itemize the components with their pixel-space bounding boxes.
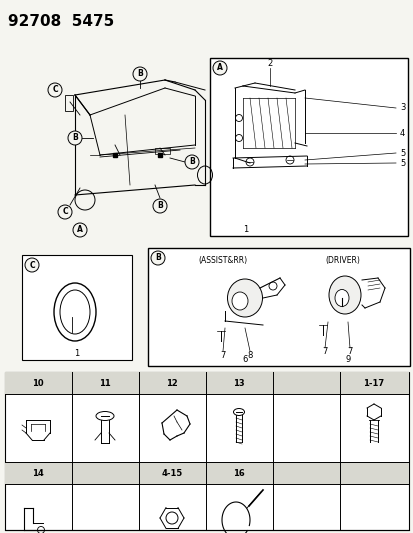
Bar bbox=[206, 372, 272, 394]
Text: 11: 11 bbox=[99, 378, 111, 387]
Bar bbox=[65, 95, 73, 111]
Text: A: A bbox=[216, 63, 222, 72]
Text: 5: 5 bbox=[399, 149, 404, 157]
Text: 8: 8 bbox=[247, 351, 252, 359]
Circle shape bbox=[58, 205, 72, 219]
Text: 7: 7 bbox=[322, 348, 327, 357]
Circle shape bbox=[151, 251, 165, 265]
Text: B: B bbox=[157, 201, 162, 211]
Text: 13: 13 bbox=[233, 378, 244, 387]
Bar bbox=[154, 148, 170, 154]
Text: 4-15: 4-15 bbox=[161, 469, 182, 478]
Text: 7: 7 bbox=[347, 348, 352, 357]
Text: 1: 1 bbox=[74, 349, 79, 358]
Text: C: C bbox=[29, 261, 35, 270]
Text: 10: 10 bbox=[32, 378, 44, 387]
Bar bbox=[339, 372, 408, 394]
Circle shape bbox=[73, 223, 87, 237]
Bar bbox=[139, 462, 206, 484]
Bar bbox=[5, 462, 72, 484]
Text: 1: 1 bbox=[242, 225, 248, 235]
Circle shape bbox=[185, 155, 199, 169]
Text: 7: 7 bbox=[220, 351, 225, 359]
Bar bbox=[339, 462, 408, 484]
Circle shape bbox=[25, 258, 39, 272]
Text: B: B bbox=[137, 69, 142, 78]
Text: C: C bbox=[62, 207, 68, 216]
Circle shape bbox=[153, 199, 166, 213]
Text: 2: 2 bbox=[267, 60, 272, 69]
Bar bbox=[5, 372, 72, 394]
Text: 92708  5475: 92708 5475 bbox=[8, 14, 114, 29]
Text: 5: 5 bbox=[399, 158, 404, 167]
Text: 4: 4 bbox=[399, 128, 404, 138]
Ellipse shape bbox=[227, 279, 262, 317]
Text: B: B bbox=[72, 133, 78, 142]
Circle shape bbox=[48, 83, 62, 97]
Text: 12: 12 bbox=[166, 378, 178, 387]
Text: (ASSIST&RR): (ASSIST&RR) bbox=[198, 255, 247, 264]
Text: 3: 3 bbox=[399, 103, 404, 112]
Bar bbox=[147, 248, 409, 366]
Text: B: B bbox=[189, 157, 195, 166]
Text: 16: 16 bbox=[233, 469, 244, 478]
Bar bbox=[72, 462, 139, 484]
Ellipse shape bbox=[328, 276, 360, 314]
Bar bbox=[72, 372, 139, 394]
Ellipse shape bbox=[96, 411, 114, 421]
Bar bbox=[206, 462, 272, 484]
Text: 6: 6 bbox=[242, 356, 247, 365]
Ellipse shape bbox=[334, 289, 348, 306]
Text: B: B bbox=[155, 254, 161, 262]
Text: 14: 14 bbox=[32, 469, 44, 478]
Ellipse shape bbox=[231, 292, 247, 310]
Bar bbox=[22, 255, 132, 360]
Text: C: C bbox=[52, 85, 58, 94]
Text: (DRIVER): (DRIVER) bbox=[325, 255, 360, 264]
Bar bbox=[5, 372, 408, 530]
Circle shape bbox=[68, 131, 82, 145]
Bar bbox=[272, 372, 339, 394]
Text: 9: 9 bbox=[344, 356, 350, 365]
Text: 1-17: 1-17 bbox=[363, 378, 384, 387]
Bar bbox=[209, 58, 407, 236]
Text: A: A bbox=[77, 225, 83, 235]
Circle shape bbox=[212, 61, 226, 75]
Bar bbox=[139, 372, 206, 394]
Circle shape bbox=[133, 67, 147, 81]
Bar bbox=[272, 462, 339, 484]
Ellipse shape bbox=[233, 408, 244, 416]
